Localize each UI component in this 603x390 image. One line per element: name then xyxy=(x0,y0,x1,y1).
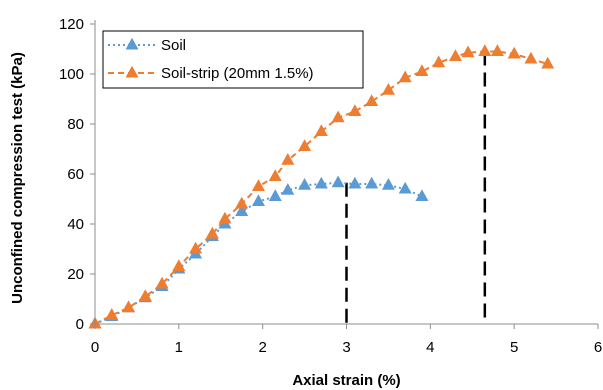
data-point-soil xyxy=(281,182,295,195)
data-point-soil-strip xyxy=(381,82,395,95)
legend-label-soil-strip: Soil-strip (20mm 1.5%) xyxy=(161,65,314,82)
data-point-soil-strip xyxy=(172,259,186,271)
data-point-soil-strip xyxy=(218,211,232,224)
data-point-soil-strip xyxy=(189,241,203,254)
axes: 0 20 40 60 80 100 120 0 1 2 3 4 5 6 xyxy=(59,16,602,356)
data-point-soil xyxy=(251,194,265,206)
legend-marker-soil-strip xyxy=(125,65,139,78)
data-point-soil-strip xyxy=(251,179,265,191)
data-point-soil-strip xyxy=(415,64,429,76)
data-point-soil xyxy=(298,177,312,190)
data-point-soil-strip xyxy=(524,51,538,64)
data-point-soil-strip xyxy=(205,226,219,239)
data-point-soil-strip xyxy=(155,276,169,289)
data-point-soil-strip xyxy=(490,44,504,56)
data-point-soil xyxy=(398,181,412,194)
data-point-soil xyxy=(348,176,362,189)
data-point-soil-strip xyxy=(122,300,136,313)
y-tick-label: 0 xyxy=(76,316,84,333)
data-point-soil xyxy=(331,175,345,188)
data-point-soil-strip xyxy=(461,45,475,58)
y-tick-label: 80 xyxy=(67,116,84,133)
x-tick-label: 5 xyxy=(510,339,518,356)
data-point-soil xyxy=(314,176,328,189)
data-point-soil xyxy=(415,189,429,201)
data-point-soil-strip xyxy=(448,49,462,61)
x-tick-label: 0 xyxy=(91,339,99,356)
data-point-soil-strip xyxy=(281,152,295,165)
x-tick-label: 6 xyxy=(594,339,602,356)
data-point-soil-strip xyxy=(507,46,521,59)
data-point-soil xyxy=(381,177,395,190)
data-point-soil xyxy=(268,189,282,201)
x-tick-label: 4 xyxy=(426,339,434,356)
data-point-soil-strip xyxy=(348,104,362,116)
y-tick-label: 100 xyxy=(59,66,84,83)
data-point-soil xyxy=(365,176,379,189)
data-point-soil-strip xyxy=(541,56,555,69)
x-tick-label: 2 xyxy=(258,339,266,356)
legend-item-soil: Soil xyxy=(108,37,186,54)
data-point-soil-strip xyxy=(432,55,446,68)
legend: Soil Soil-strip (20mm 1.5%) xyxy=(102,30,364,89)
y-tick-label: 60 xyxy=(67,166,84,183)
legend-box xyxy=(102,30,364,89)
plot-area xyxy=(88,44,555,329)
data-point-soil-strip xyxy=(365,94,379,106)
data-point-soil-strip xyxy=(331,110,345,123)
y-tick-label: 120 xyxy=(59,16,84,33)
x-tick-label: 3 xyxy=(342,339,350,356)
legend-item-soil-strip: Soil-strip (20mm 1.5%) xyxy=(108,65,314,82)
data-point-soil-strip xyxy=(268,169,282,181)
legend-marker-soil xyxy=(125,37,139,50)
data-point-soil xyxy=(235,204,249,216)
y-tick-label: 20 xyxy=(67,266,84,283)
x-axis-title: Axial strain (%) xyxy=(292,372,400,389)
data-point-soil-strip xyxy=(105,307,119,320)
data-point-soil-strip xyxy=(235,196,249,209)
y-tick-label: 40 xyxy=(67,216,84,233)
series-line-soil-strip xyxy=(94,50,548,325)
data-point-soil-strip xyxy=(398,70,412,83)
legend-label-soil: Soil xyxy=(161,37,186,54)
data-point-soil-strip xyxy=(138,289,152,301)
data-point-soil-strip xyxy=(314,124,328,136)
data-point-soil-strip xyxy=(298,139,312,151)
x-tick-label: 1 xyxy=(175,339,183,356)
data-point-soil-strip xyxy=(478,44,492,56)
y-axis-title: Unconfined compression test (kPa) xyxy=(9,52,26,304)
